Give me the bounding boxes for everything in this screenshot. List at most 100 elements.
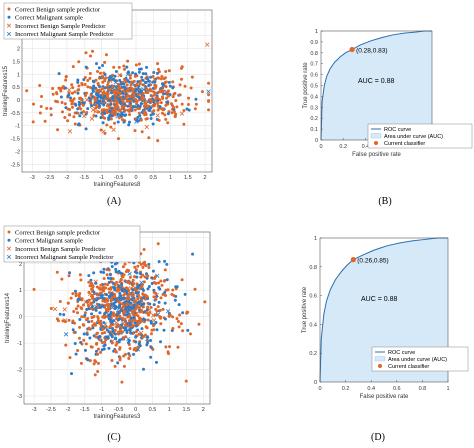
benign-correct-point xyxy=(175,105,179,109)
benign-correct-point xyxy=(73,321,77,325)
malignant-correct-point xyxy=(134,72,138,76)
malignant-correct-point xyxy=(98,85,102,89)
benign-correct-point xyxy=(96,293,100,297)
y-tick-label: 0.2 xyxy=(309,351,317,357)
scatter-points xyxy=(25,42,211,143)
benign-correct-point xyxy=(133,129,137,133)
malignant-correct-point xyxy=(106,276,110,280)
malignant-correct-point xyxy=(105,293,109,297)
benign-correct-point xyxy=(133,108,137,112)
malignant-correct-point xyxy=(114,267,118,271)
legend-box xyxy=(371,346,469,372)
legend-entry: Area under curve (AUC) xyxy=(388,357,447,363)
benign-correct-point xyxy=(126,88,130,92)
y-tick-label: 2 xyxy=(17,47,20,53)
benign-correct-point xyxy=(90,316,94,320)
benign-correct-point xyxy=(96,361,100,365)
x-tick-label: -2 xyxy=(64,175,69,181)
benign-correct-point xyxy=(78,325,82,329)
malignant-correct-point xyxy=(120,283,124,287)
benign-correct-point xyxy=(131,292,135,296)
malignant-correct-point xyxy=(142,367,146,371)
benign-correct-point xyxy=(105,108,109,112)
benign-correct-point xyxy=(171,80,175,84)
benign-correct-point xyxy=(93,359,97,363)
benign-correct-point xyxy=(147,266,151,270)
benign-correct-point xyxy=(90,301,94,305)
benign-correct-point xyxy=(146,313,150,317)
malignant-correct-point xyxy=(147,108,151,112)
malignant-correct-point xyxy=(97,99,101,103)
malignant-correct-point xyxy=(86,107,90,111)
malignant-correct-point xyxy=(99,305,103,309)
benign-correct-point xyxy=(163,268,167,272)
benign-correct-point xyxy=(132,309,136,313)
malignant-correct-point xyxy=(76,80,80,84)
benign-correct-point xyxy=(116,108,120,112)
benign-correct-point xyxy=(143,104,147,108)
benign-correct-point xyxy=(167,94,171,98)
legend-x-icon xyxy=(6,31,12,36)
benign-correct-point xyxy=(104,76,108,80)
benign-correct-point xyxy=(189,86,193,90)
benign-correct-point xyxy=(58,88,62,92)
y-tick-label: 2 xyxy=(19,262,22,268)
benign-correct-point xyxy=(104,53,108,57)
benign-correct-point xyxy=(79,361,83,365)
benign-correct-point xyxy=(64,343,68,347)
malignant-correct-point xyxy=(111,77,115,81)
benign-correct-point xyxy=(159,315,163,319)
benign-correct-point xyxy=(72,310,76,314)
benign-correct-point xyxy=(172,106,176,110)
benign-correct-point xyxy=(91,49,95,53)
benign-correct-point xyxy=(49,307,53,311)
benign-correct-point xyxy=(166,121,170,125)
benign-correct-point xyxy=(207,81,211,85)
benign-correct-point xyxy=(84,51,88,55)
benign-correct-point xyxy=(152,295,156,299)
benign-correct-point xyxy=(113,91,117,95)
x-tick-label: 2 xyxy=(202,407,205,413)
benign-correct-point xyxy=(110,358,114,362)
malignant-incorrect-point xyxy=(113,80,118,85)
auc-value-text: AUC = 0.88 xyxy=(358,78,394,85)
malignant-correct-point xyxy=(134,324,138,328)
malignant-correct-point xyxy=(122,326,126,330)
benign-correct-point xyxy=(79,96,83,100)
benign-correct-point xyxy=(93,373,97,377)
benign-correct-point xyxy=(109,117,113,121)
malignant-correct-point xyxy=(91,86,95,90)
malignant-correct-point xyxy=(114,70,118,74)
malignant-correct-point xyxy=(167,80,171,84)
malignant-correct-point xyxy=(140,327,144,331)
benign-correct-point xyxy=(123,79,127,83)
benign-correct-point xyxy=(70,83,74,87)
benign-correct-point xyxy=(188,332,192,336)
malignant-correct-point xyxy=(157,300,161,304)
x-tick-label: 0.4 xyxy=(362,144,370,150)
benign-correct-point xyxy=(157,118,161,122)
malignant-correct-point xyxy=(123,313,127,317)
y-tick-label: 1.5 xyxy=(12,59,20,65)
malignant-correct-point xyxy=(77,100,81,104)
x-tick-label: -2.5 xyxy=(45,175,54,181)
legend-box xyxy=(3,2,133,40)
malignant-correct-point xyxy=(82,332,86,336)
malignant-correct-point xyxy=(146,341,150,345)
benign-correct-point xyxy=(164,103,168,107)
y-tick-label: -1 xyxy=(15,124,20,130)
x-tick-label: -3 xyxy=(30,175,35,181)
malignant-correct-point xyxy=(115,313,119,317)
benign-correct-point xyxy=(161,307,165,311)
malignant-correct-point xyxy=(103,72,107,76)
legend-dot-icon xyxy=(7,230,11,234)
benign-correct-point xyxy=(143,113,147,117)
malignant-correct-point xyxy=(118,101,122,105)
malignant-correct-point xyxy=(126,70,130,74)
malignant-correct-point xyxy=(159,340,163,344)
y-tick-label: 0.5 xyxy=(310,84,318,90)
benign-correct-point xyxy=(71,99,75,103)
benign-incorrect-point xyxy=(101,129,106,134)
benign-correct-point xyxy=(118,347,122,351)
malignant-correct-point xyxy=(114,270,118,274)
